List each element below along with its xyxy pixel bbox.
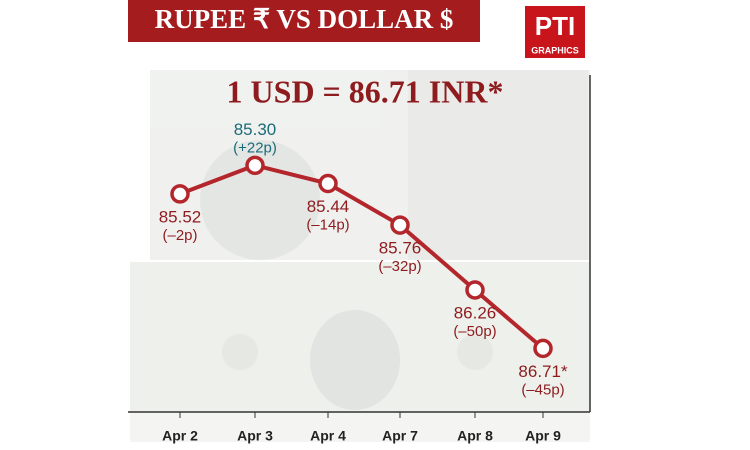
subtitle: 1 USD = 86.71 INR* xyxy=(227,73,504,109)
x-tick-label: Apr 4 xyxy=(310,428,346,444)
point xyxy=(533,338,553,359)
change-label: (–50p) xyxy=(453,323,496,340)
title-banner xyxy=(128,0,480,42)
point xyxy=(245,155,265,176)
banknote-background xyxy=(130,70,590,442)
chart-title: RUPEE ₹ VS DOLLAR $ xyxy=(155,4,454,34)
value-label: 85.30 xyxy=(234,120,277,139)
change-label: (–2p) xyxy=(162,227,197,244)
change-label: (–45p) xyxy=(521,381,564,398)
value-label: 86.71* xyxy=(518,362,568,381)
point xyxy=(390,215,410,235)
change-label: (–14p) xyxy=(306,217,349,234)
point xyxy=(318,173,338,194)
point xyxy=(170,184,190,204)
value-label: 85.52 xyxy=(159,207,202,226)
value-label: 85.44 xyxy=(307,197,350,216)
x-tick-label: Apr 9 xyxy=(525,428,561,444)
change-label: (–32p) xyxy=(378,258,421,275)
value-label: 86.26 xyxy=(454,303,497,322)
x-tick-label: Apr 2 xyxy=(162,428,198,444)
point xyxy=(465,280,485,300)
logo-caption: GRAPHICS xyxy=(531,45,579,55)
x-tick-label: Apr 8 xyxy=(457,428,493,444)
x-tick-label: Apr 7 xyxy=(382,428,418,444)
logo: PTI xyxy=(535,11,575,41)
x-tick-label: Apr 3 xyxy=(237,428,273,444)
change-label: (+22p) xyxy=(233,139,277,156)
line xyxy=(179,163,545,350)
logo-box xyxy=(525,6,585,58)
value-label: 85.76 xyxy=(379,239,422,258)
